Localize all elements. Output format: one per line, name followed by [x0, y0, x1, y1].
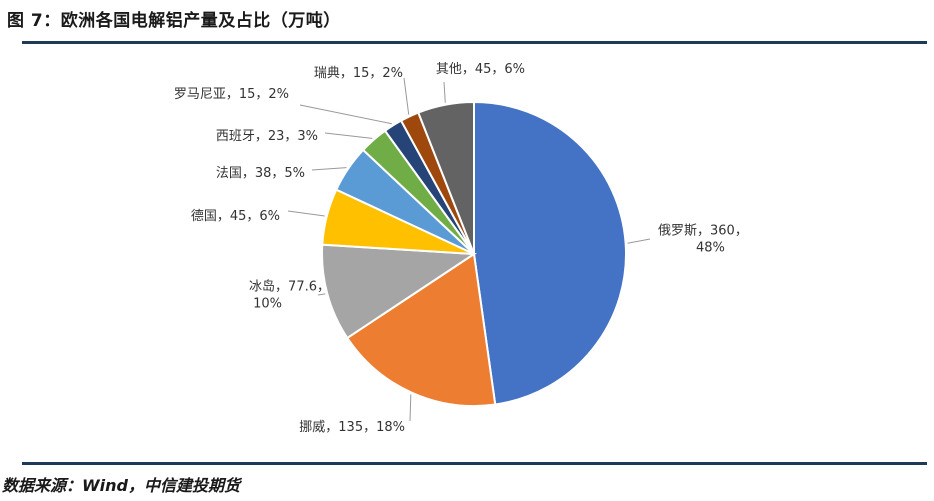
source-note: 数据来源：Wind，中信建投期货	[2, 476, 240, 495]
slice-label-line: 冰岛，77.6，	[249, 279, 330, 295]
leader-line-9	[443, 81, 446, 103]
pie-slice-3	[321, 243, 478, 340]
leader-line-7	[299, 104, 392, 125]
slice-label-line: 罗马尼亚，15，2%	[174, 87, 289, 102]
leader-line-6	[324, 132, 373, 139]
slice-label-line: 挪威，135，18%	[299, 420, 405, 435]
slice-labels: 俄罗斯，360， 48% 挪威，135，18% 冰岛，77.6， 10% 德国，45，6%…	[174, 62, 748, 435]
pie-slices	[321, 100, 627, 407]
slice-label-5: 法国，38，5%	[216, 166, 305, 181]
leader-line-3	[317, 293, 326, 296]
slice-label-line: 西班牙，23，3%	[216, 129, 318, 144]
bottom-divider	[22, 462, 927, 465]
leader-lines	[287, 77, 651, 422]
slice-label-line: 俄罗斯，360，	[658, 224, 748, 239]
pie-slice-9	[417, 100, 475, 255]
slice-label-1: 俄罗斯，360， 48%	[658, 224, 748, 256]
slice-label-6: 西班牙，23，3%	[216, 129, 318, 144]
slice-label-9: 其他，45，6%	[436, 62, 525, 77]
slice-label-line: 其他，45，6%	[436, 62, 525, 77]
slice-label-3: 冰岛，77.6， 10%	[249, 279, 330, 312]
slice-label-line: 法国，38，5%	[216, 166, 305, 181]
leader-line-2	[409, 394, 412, 422]
slice-label-2: 挪威，135，18%	[299, 420, 405, 435]
slice-label-line: 48%	[696, 241, 725, 256]
pie-slice-1	[473, 100, 627, 406]
figure-title: 图 7：欧洲各国电解铝产量及占比（万吨）	[7, 11, 341, 31]
leader-line-4	[287, 210, 325, 217]
leader-line-1	[627, 238, 651, 244]
leader-line-5	[311, 167, 347, 171]
slice-label-line: 德国，45，6%	[191, 209, 280, 224]
slice-label-line: 10%	[253, 297, 282, 312]
slice-label-4: 德国，45，6%	[191, 209, 280, 224]
leader-line-8	[403, 77, 410, 115]
slice-label-8: 瑞典，15，2%	[314, 66, 403, 81]
top-divider	[22, 41, 927, 44]
pie-slice-2	[345, 252, 497, 407]
slice-label-7: 罗马尼亚，15，2%	[174, 87, 289, 102]
slice-label-line: 瑞典，15，2%	[314, 66, 403, 81]
